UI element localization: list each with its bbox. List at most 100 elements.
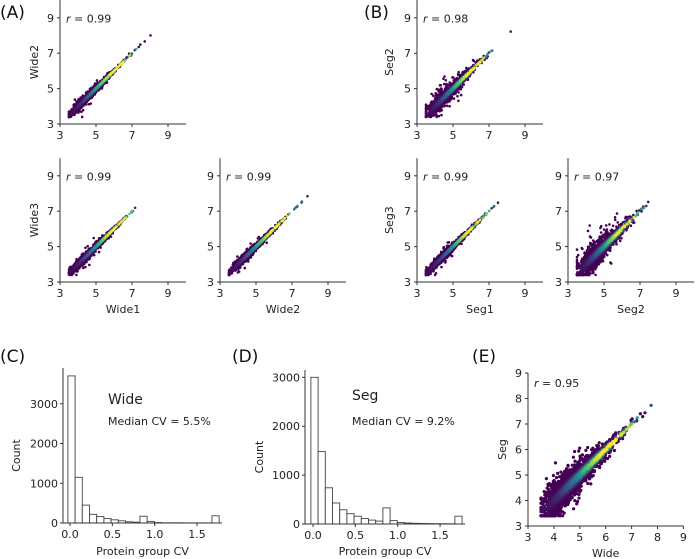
scatter-point	[92, 236, 95, 240]
scatter-point	[131, 209, 134, 212]
r-value: = 0.99	[231, 171, 272, 184]
scatter-point	[243, 266, 247, 270]
scatter-point	[87, 102, 91, 106]
r-value: = 0.99	[71, 171, 112, 184]
x-tick-label: 7	[129, 129, 136, 142]
x-tick-label: 3	[57, 129, 64, 142]
scatter-point	[264, 236, 267, 239]
scatter-point	[249, 242, 252, 245]
scatter-point	[265, 241, 269, 244]
scatter-point	[439, 84, 443, 87]
correlation-annotation: r = 0.99	[66, 171, 111, 184]
x-tick-label: 9	[165, 287, 172, 300]
scatter-point	[275, 224, 279, 228]
scatter-point	[95, 79, 99, 82]
scatter-point	[271, 228, 275, 232]
scatter-point	[432, 94, 435, 97]
scatter-point	[149, 34, 152, 37]
scatter-point	[288, 212, 291, 215]
y-tick-label: 3	[47, 118, 54, 131]
scatter-point	[113, 227, 116, 230]
scatter-point	[82, 266, 85, 270]
y-tick-label: 9	[207, 170, 214, 183]
scatter-point	[88, 263, 91, 267]
scatter-point	[112, 69, 116, 72]
x-tick-label: 3	[217, 287, 224, 300]
correlation-annotation: r = 0.99	[66, 13, 111, 26]
r-value: = 0.99	[71, 13, 112, 26]
y-axis-label: Wide3	[28, 203, 41, 237]
y-tick-label: 9	[47, 170, 54, 183]
scatter-point	[70, 269, 73, 273]
scatter-point	[457, 70, 461, 74]
scatter-point	[306, 194, 309, 198]
chart-a3: 3 5 7 9 3 5 7 9 r = 0.99 Wide2	[207, 158, 346, 316]
x-tick-label: 9	[325, 287, 332, 300]
scatter-points	[424, 30, 512, 119]
scatter-point	[283, 217, 286, 220]
y-axis-label: Wide2	[28, 45, 41, 79]
scatter-point	[459, 93, 463, 97]
scatter-point	[117, 222, 121, 226]
x-axis-label: Wide2	[266, 303, 300, 316]
scatter-point	[273, 226, 277, 230]
y-tick-label: 7	[47, 47, 54, 60]
scatter-point	[80, 115, 84, 119]
correlation-annotation: r = 0.99	[226, 171, 271, 184]
scatter-point	[102, 79, 106, 83]
x-tick-label: 7	[129, 287, 136, 300]
panel-label-c: (C)	[0, 347, 25, 367]
y-tick-label: 5	[47, 83, 54, 96]
panel-label-d: (D)	[232, 347, 258, 367]
scatter-point	[128, 212, 131, 216]
x-tick-label: 9	[165, 129, 172, 142]
x-tick-label: 5	[93, 287, 100, 300]
y-tick-label: 7	[47, 205, 54, 218]
scatter-point	[440, 113, 443, 117]
scatter-points	[67, 206, 137, 277]
scatter-point	[294, 206, 297, 210]
scatter-point	[120, 62, 123, 65]
panel-label-a: (A)	[0, 3, 25, 23]
scatter-point	[442, 77, 445, 81]
scatter-points	[67, 34, 152, 119]
scatter-point	[108, 73, 112, 76]
scatter-point	[133, 206, 137, 210]
x-tick-label: 7	[289, 287, 296, 300]
r-symbol: r	[66, 13, 72, 26]
y-tick-label: 5	[47, 241, 54, 254]
scatter-point	[278, 222, 281, 226]
panel-label-e: (E)	[472, 347, 496, 367]
scatter-point	[86, 244, 89, 248]
scatter-point	[435, 114, 439, 117]
scatter-point	[137, 45, 141, 49]
y-tick-label: 5	[207, 241, 214, 254]
scatter-point	[143, 40, 146, 43]
scatter-point	[457, 99, 460, 103]
scatter-point	[75, 273, 78, 277]
scatter-point	[68, 113, 72, 116]
scatter-point	[300, 200, 304, 203]
x-tick-label: 5	[253, 287, 260, 300]
panel-label-b: (B)	[364, 3, 389, 23]
y-tick-label: 9	[47, 12, 54, 25]
y-tick-label: 3	[207, 276, 214, 289]
scatter-point	[425, 113, 429, 116]
x-tick-label: 3	[57, 287, 64, 300]
scatter-point	[456, 94, 459, 98]
scatter-point	[124, 216, 127, 220]
scatter-point	[134, 47, 138, 51]
y-tick-label: 7	[207, 205, 214, 218]
scatter-point	[118, 63, 122, 67]
x-axis-label: Wide1	[106, 303, 140, 316]
scatter-point	[84, 265, 87, 269]
scatter-point	[448, 105, 452, 108]
scatter-point	[509, 30, 512, 33]
scatter-point	[111, 71, 114, 74]
scatter-point	[442, 82, 446, 86]
scatter-point	[81, 108, 85, 112]
